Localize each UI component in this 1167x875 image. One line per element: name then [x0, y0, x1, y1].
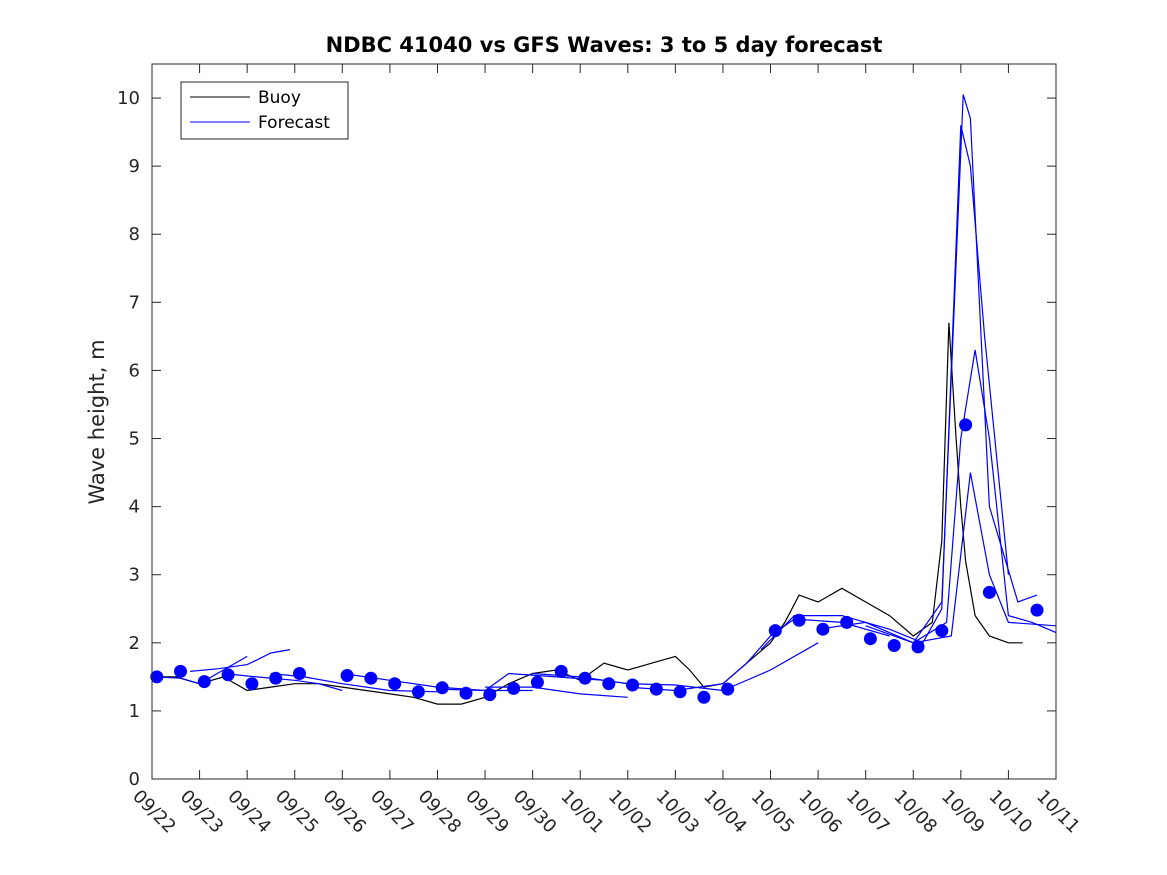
y-tick-label: 3 [129, 565, 140, 586]
forecast-marker [935, 624, 949, 638]
forecast-marker [792, 613, 806, 627]
forecast-marker [245, 677, 259, 691]
forecast-marker [721, 682, 735, 696]
forecast-marker [174, 664, 187, 678]
y-tick-label: 10 [117, 88, 140, 109]
forecast-marker [197, 675, 211, 689]
y-tick-label: 8 [129, 224, 140, 245]
forecast-marker [959, 418, 973, 432]
forecast-marker [340, 669, 354, 682]
forecast-marker [459, 686, 473, 700]
forecast-marker [887, 639, 901, 652]
y-tick-label: 4 [129, 497, 140, 518]
forecast-marker [150, 670, 164, 684]
forecast-marker [293, 667, 306, 680]
forecast-series-line [190, 649, 291, 672]
chart-title: NDBC 41040 vs GFS Waves: 3 to 5 day fore… [326, 33, 883, 57]
buoy-series-line [152, 322, 1023, 705]
forecast-marker [626, 678, 639, 692]
forecast-marker [554, 664, 568, 678]
forecast-marker [269, 671, 283, 685]
forecast-marker [602, 677, 616, 691]
y-tick-label: 9 [129, 156, 140, 177]
forecast-marker [863, 632, 877, 646]
forecast-series-line [865, 349, 1057, 644]
forecast-marker [221, 668, 235, 682]
forecast-marker [411, 685, 425, 699]
forecast-marker [388, 677, 402, 691]
y-tick-label: 1 [129, 701, 140, 722]
forecast-marker [483, 688, 497, 702]
forecast-marker [578, 671, 592, 685]
forecast-marker [768, 624, 782, 638]
legend-forecast-label: Forecast [258, 113, 330, 133]
forecast-marker [697, 690, 711, 704]
y-tick-label: 0 [129, 769, 140, 790]
forecast-marker [507, 681, 521, 695]
y-tick-label: 2 [129, 633, 140, 654]
forecast-marker [673, 685, 687, 699]
legend-buoy-label: Buoy [258, 88, 301, 108]
forecast-series-line [760, 125, 1009, 651]
forecast-marker [840, 615, 854, 629]
forecast-series-line [270, 672, 438, 693]
y-axis-label: Wave height, m [85, 339, 109, 504]
y-tick-label: 7 [129, 292, 140, 313]
forecast-marker [435, 681, 449, 695]
forecast-marker [1030, 603, 1044, 617]
legend: Buoy Forecast [180, 81, 349, 140]
forecast-marker [530, 675, 544, 689]
y-tick-label: 6 [129, 360, 140, 381]
forecast-series-line [818, 94, 1038, 644]
forecast-marker [649, 682, 663, 696]
plot-area-frame [151, 63, 1057, 780]
y-tick-label: 5 [129, 429, 140, 450]
marker-layer [150, 418, 1044, 704]
forecast-marker [364, 671, 378, 685]
forecast-marker [982, 585, 996, 599]
legend-box [180, 81, 349, 140]
forecast-series-line [223, 672, 343, 692]
forecast-marker [911, 640, 925, 654]
forecast-marker [816, 622, 830, 636]
forecast-series-line [913, 472, 1057, 644]
